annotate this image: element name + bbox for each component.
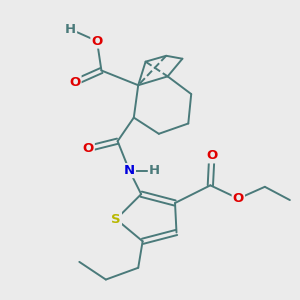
Text: O: O (206, 149, 218, 162)
Text: O: O (233, 192, 244, 205)
Text: S: S (111, 213, 121, 226)
Text: O: O (92, 34, 103, 48)
Text: O: O (82, 142, 94, 155)
Text: N: N (124, 164, 135, 177)
Text: O: O (69, 76, 80, 89)
Text: H: H (65, 23, 76, 36)
Text: H: H (149, 164, 160, 177)
